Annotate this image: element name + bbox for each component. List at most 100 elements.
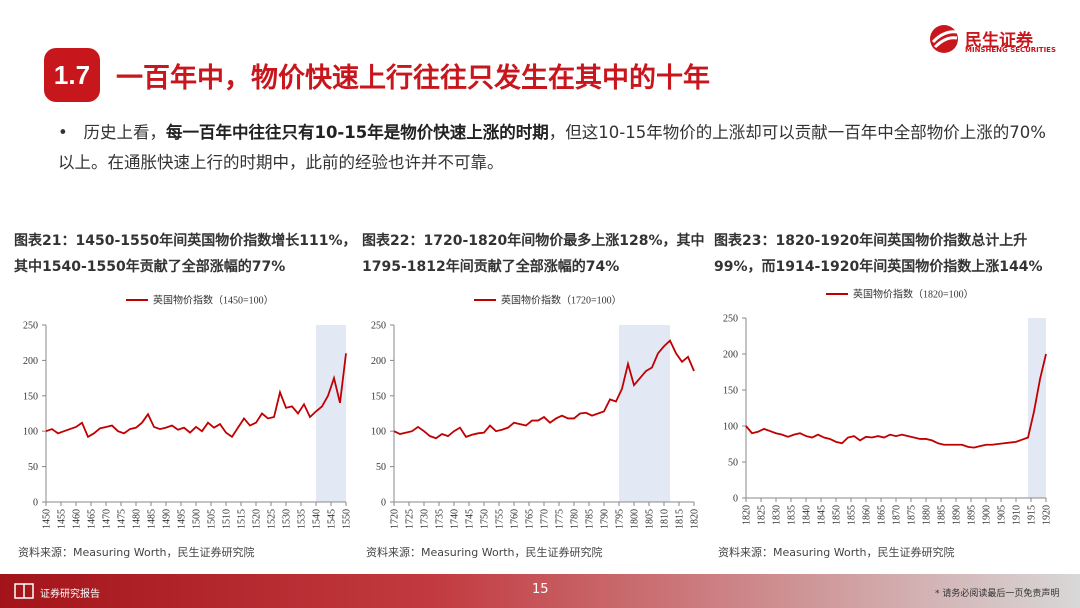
x-tick-label: 1815 — [675, 509, 686, 529]
data-line — [45, 353, 347, 439]
highlight-band — [316, 325, 346, 502]
x-tick-label: 1495 — [177, 509, 188, 529]
x-tick-label: 1730 — [420, 509, 431, 529]
logo-text: 民生证券 — [965, 31, 1033, 51]
footer-left: 证券研究报告 — [40, 589, 100, 600]
x-tick-label: 1820 — [690, 509, 701, 529]
x-tick-label: 1525 — [267, 509, 278, 529]
x-tick-label: 1835 — [787, 505, 798, 525]
section-badge: 1.7 — [44, 48, 100, 102]
y-tick-label: 200 — [23, 356, 38, 367]
x-tick-label: 1920 — [1042, 505, 1053, 525]
legend-label: 英国物价指数（1450=100） — [153, 294, 274, 307]
y-tick-label: 100 — [723, 422, 738, 433]
y-tick-label: 0 — [381, 498, 386, 509]
y-tick-label: 250 — [371, 321, 386, 332]
footer-bar — [0, 574, 1080, 608]
x-tick-label: 1775 — [555, 509, 566, 529]
x-tick-label: 1535 — [297, 509, 308, 529]
x-tick-label: 1845 — [817, 505, 828, 525]
x-tick-label: 1810 — [660, 509, 671, 529]
x-tick-label: 1735 — [435, 509, 446, 529]
chart: 0 50 100 150 200 250 1720 1725 1730 1735 1740 1745 1… — [371, 294, 701, 530]
x-tick-label: 1900 — [982, 505, 993, 525]
x-tick-label: 1725 — [405, 509, 416, 529]
highlight-band — [619, 325, 670, 502]
text: 历史上看， — [83, 123, 166, 142]
x-tick-label: 1895 — [967, 505, 978, 525]
x-tick-label: 1455 — [57, 509, 68, 529]
x-tick-label: 1740 — [450, 509, 461, 529]
logo-icon — [930, 25, 959, 53]
data-line — [745, 353, 1047, 449]
legend-label: 英国物价指数（1720=100） — [501, 294, 622, 307]
x-tick-label: 1470 — [102, 509, 113, 529]
x-tick-label: 1755 — [495, 509, 506, 529]
x-tick-label: 1870 — [892, 505, 903, 525]
x-tick-label: 1860 — [862, 505, 873, 525]
y-tick-label: 250 — [723, 314, 738, 325]
x-tick-label: 1750 — [480, 509, 491, 529]
x-tick-label: 1760 — [510, 509, 521, 529]
x-tick-label: 1550 — [342, 509, 353, 529]
x-tick-label: 1540 — [312, 509, 323, 529]
x-tick-label: 1855 — [847, 505, 858, 525]
y-tick-label: 50 — [728, 458, 738, 469]
chart-title: 图表23：1820-1920年间英国物价指数总计上升99%，而1914-1920… — [714, 233, 1043, 275]
y-tick-label: 250 — [23, 321, 38, 332]
bullet-text: • 历史上看，每一百年中往往只有10-15年是物价快速上涨的时期，但这10-15… — [58, 123, 1046, 172]
chart: 0 50 100 150 200 250 1450 1455 1460 1465 1470 1475 1… — [23, 294, 353, 530]
y-tick-label: 0 — [733, 494, 738, 505]
x-tick-label: 1825 — [757, 505, 768, 525]
y-tick-label: 100 — [23, 427, 38, 438]
x-tick-label: 1865 — [877, 505, 888, 525]
x-tick-label: 1480 — [132, 509, 143, 529]
x-tick-label: 1795 — [615, 509, 626, 529]
chart-source: 资料来源：Measuring Worth，民生证券研究院 — [18, 546, 255, 559]
data-line — [393, 339, 695, 440]
x-tick-label: 1745 — [465, 509, 476, 529]
x-tick-label: 1915 — [1027, 505, 1038, 525]
y-tick-label: 200 — [371, 356, 386, 367]
x-tick-label: 1520 — [252, 509, 263, 529]
x-tick-label: 1450 — [42, 509, 53, 529]
y-tick-label: 150 — [723, 386, 738, 397]
x-tick-label: 1530 — [282, 509, 293, 529]
x-tick-label: 1875 — [907, 505, 918, 525]
chart-source: 资料来源：Measuring Worth，民生证券研究院 — [718, 546, 955, 559]
x-tick-label: 1885 — [937, 505, 948, 525]
x-tick-label: 1910 — [1012, 505, 1023, 525]
y-tick-label: 100 — [371, 427, 386, 438]
x-tick-label: 1850 — [832, 505, 843, 525]
chart-source: 资料来源：Measuring Worth，民生证券研究院 — [366, 546, 603, 559]
page-number: 15 — [532, 582, 549, 597]
x-tick-label: 1500 — [192, 509, 203, 529]
x-tick-label: 1475 — [117, 509, 128, 529]
x-tick-label: 1515 — [237, 509, 248, 529]
text: ，但这10-15年物价的上涨却可以贡献一百年中全部物价上涨的70%以上。在通胀快… — [58, 123, 1046, 172]
y-tick-label: 50 — [28, 462, 38, 473]
legend-label: 英国物价指数（1820=100） — [853, 288, 974, 301]
x-tick-label: 1785 — [585, 509, 596, 529]
chart-title: 图表22：1720-1820年间物价最多上涨128%，其中1795-1812年间… — [362, 233, 705, 275]
x-tick-label: 1890 — [952, 505, 963, 525]
x-tick-label: 1485 — [147, 509, 158, 529]
x-tick-label: 1465 — [87, 509, 98, 529]
x-tick-label: 1770 — [540, 509, 551, 529]
x-tick-label: 1790 — [600, 509, 611, 529]
y-tick-label: 0 — [33, 498, 38, 509]
x-tick-label: 1800 — [630, 509, 641, 529]
x-tick-label: 1460 — [72, 509, 83, 529]
x-tick-label: 1780 — [570, 509, 581, 529]
x-tick-label: 1830 — [772, 505, 783, 525]
x-tick-label: 1765 — [525, 509, 536, 529]
x-tick-label: 1905 — [997, 505, 1008, 525]
bold-text: 每一百年中往往只有10-15年是物价快速上涨的时期 — [165, 123, 549, 142]
y-tick-label: 150 — [23, 391, 38, 402]
y-tick-label: 50 — [376, 462, 386, 473]
x-tick-label: 1545 — [327, 509, 338, 529]
x-tick-label: 1880 — [922, 505, 933, 525]
book-icon — [14, 583, 34, 599]
y-tick-label: 200 — [723, 350, 738, 361]
